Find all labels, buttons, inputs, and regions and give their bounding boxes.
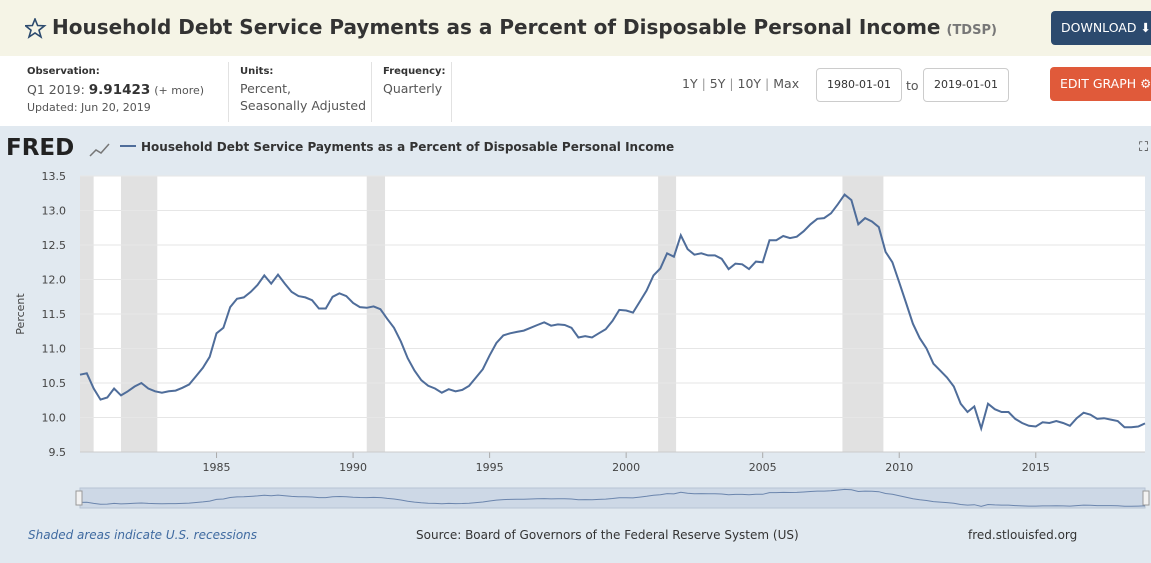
y-tick-label: 13.5 [42, 170, 67, 183]
site-link[interactable]: fred.stlouisfed.org [968, 528, 1078, 542]
units-value: Percent, [240, 81, 292, 96]
range-button[interactable]: 10Y [737, 76, 762, 91]
separator: | [761, 76, 774, 91]
frequency-label: Frequency: [383, 66, 446, 77]
recession-note: Shaded areas indicate U.S. recessions [28, 528, 258, 542]
chart: FRED Household Debt Service Payments as … [0, 126, 1151, 563]
y-tick-label: 11.0 [42, 343, 67, 356]
x-tick-label: 1995 [476, 461, 504, 474]
fullscreen-icon[interactable]: ⛶ [1138, 140, 1149, 155]
end-date-input[interactable]: 2019-01-01 [923, 68, 1009, 102]
separator: | [725, 76, 738, 91]
observation-label: Observation: [27, 66, 100, 77]
source: Source: Board of Governors of the Federa… [416, 528, 799, 542]
separator [228, 62, 229, 122]
navigator-handle[interactable] [1142, 490, 1150, 506]
units-value: Seasonally Adjusted [240, 98, 367, 113]
legend-label: Household Debt Service Payments as a Per… [141, 140, 674, 154]
x-tick-label: 2015 [1022, 461, 1050, 474]
favorite-star[interactable] [25, 18, 47, 40]
separator [451, 62, 452, 122]
navigator-handle[interactable] [75, 490, 83, 506]
y-tick-label: 10.0 [42, 412, 67, 425]
x-tick-label: 2010 [885, 461, 913, 474]
separator: | [697, 76, 710, 91]
y-tick-label: 12.0 [42, 274, 67, 287]
y-tick-label: 10.5 [42, 377, 67, 390]
series-line [79, 193, 1146, 433]
range-button[interactable]: 5Y [709, 76, 726, 91]
series-id: (TDSP) [946, 23, 997, 38]
y-tick-label: 12.5 [42, 239, 67, 252]
title-text: Household Debt Service Payments as a Per… [52, 15, 941, 39]
separator [371, 62, 372, 122]
download-button[interactable]: DOWNLOAD ⬇ [1051, 11, 1151, 45]
fred-logo: FRED [6, 135, 74, 161]
range-button[interactable]: 1Y [682, 76, 698, 91]
y-axis-label: Percent [14, 293, 27, 335]
start-date-input[interactable]: 1980-01-01 [816, 68, 902, 102]
download-label: DOWNLOAD [1061, 20, 1137, 35]
edit-graph-button[interactable]: EDIT GRAPH ⚙ [1050, 67, 1151, 101]
x-tick-label: 1985 [203, 461, 231, 474]
units-label: Units: [240, 66, 274, 77]
range-button[interactable]: Max [773, 76, 800, 91]
range-buttons: 1Y | 5Y | 10Y | Max [682, 76, 799, 91]
header-bar [0, 0, 1151, 56]
navigator-line [79, 488, 1146, 507]
x-tick-label: 2005 [749, 461, 777, 474]
to-label: to [906, 78, 919, 93]
edit-label: EDIT GRAPH [1060, 76, 1137, 91]
x-tick-label: 2000 [612, 461, 640, 474]
more-link[interactable]: (+ more) [154, 84, 205, 97]
observation-period: Q1 2019: [27, 82, 85, 97]
y-tick-label: 9.5 [49, 446, 67, 459]
x-tick-label: 1990 [339, 461, 367, 474]
logo-icon [89, 143, 110, 157]
updated: Updated: Jun 20, 2019 [27, 101, 151, 114]
y-tick-label: 13.0 [42, 205, 67, 218]
y-tick-label: 11.5 [42, 308, 67, 321]
observation-value: 9.91423 [88, 82, 151, 98]
page-title: Household Debt Service Payments as a Per… [52, 15, 997, 39]
frequency-value: Quarterly [383, 81, 443, 96]
